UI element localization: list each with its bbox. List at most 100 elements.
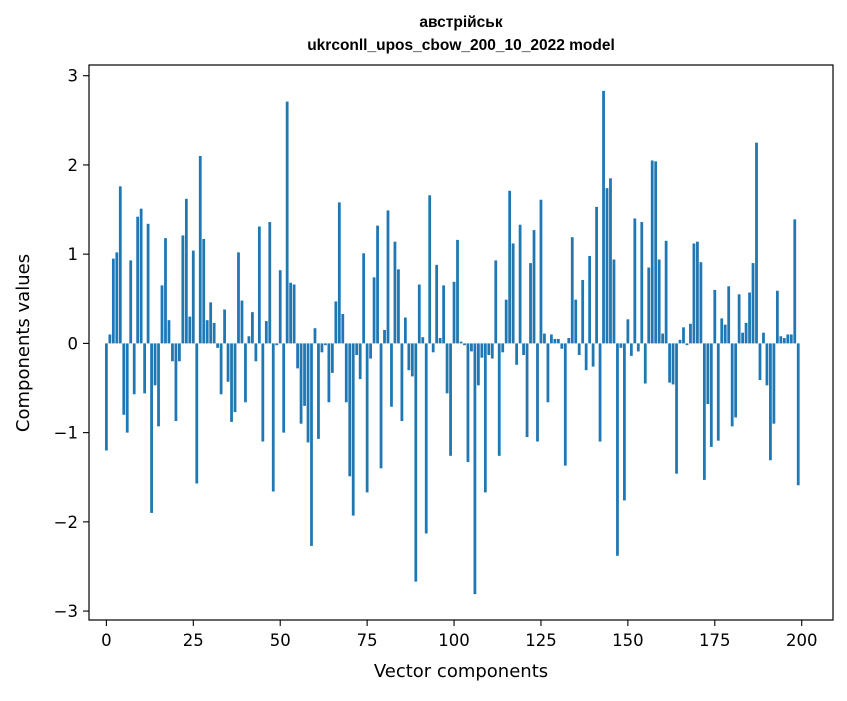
bar (730, 343, 734, 427)
bar (515, 343, 519, 365)
bar (264, 321, 268, 344)
bar (442, 285, 446, 344)
bar (275, 343, 279, 346)
bar (358, 343, 362, 380)
bar (386, 210, 390, 344)
bar (129, 260, 133, 344)
bar (595, 206, 598, 344)
bar (494, 260, 498, 344)
bar (682, 327, 685, 344)
bar (497, 343, 501, 456)
bar (390, 343, 393, 407)
bar (261, 343, 265, 442)
y-tick-label: −3 (54, 602, 78, 621)
bar (692, 243, 696, 344)
bar (167, 320, 171, 344)
bar (174, 343, 178, 422)
bar (737, 294, 741, 344)
bar (574, 299, 578, 344)
bar (282, 343, 286, 433)
bar (675, 343, 678, 474)
bar (748, 292, 751, 344)
bar (546, 343, 550, 403)
bar (755, 142, 758, 344)
bar (678, 339, 682, 344)
bar (577, 343, 581, 355)
bar (310, 343, 313, 546)
bar (543, 333, 546, 344)
bar (306, 343, 310, 443)
bar (685, 343, 689, 346)
x-tick-label: 125 (525, 631, 557, 650)
bar (550, 334, 553, 344)
bar (320, 343, 324, 353)
y-axis-label: Components values (13, 254, 34, 432)
bar (348, 343, 352, 477)
bar (654, 161, 658, 344)
bar (588, 255, 592, 344)
bar (153, 343, 157, 386)
y-tick-label: −1 (54, 424, 78, 443)
bar (581, 280, 585, 344)
bar (424, 343, 428, 534)
bar (247, 336, 251, 344)
chart-title-line-2: ukrconll_upos_cbow_200_10_2022 model (307, 37, 615, 54)
bar (160, 285, 164, 344)
bar (567, 338, 571, 344)
bar (696, 241, 699, 344)
bar (254, 343, 258, 362)
bar (431, 343, 435, 353)
bar (219, 343, 223, 395)
bar (643, 343, 647, 384)
bar (476, 343, 480, 386)
bar (403, 317, 407, 344)
x-tick-label: 0 (101, 631, 112, 650)
bar (181, 235, 185, 344)
bar (744, 322, 748, 344)
bar (407, 343, 411, 371)
bar (268, 222, 272, 344)
y-tick-label: −2 (54, 513, 78, 532)
y-tick-label: 3 (68, 67, 79, 86)
bar (657, 259, 661, 344)
bar (362, 253, 366, 344)
bar (257, 226, 261, 344)
bar (713, 289, 717, 344)
bar (285, 101, 289, 344)
bar (111, 258, 115, 344)
bar (324, 343, 327, 346)
bar (157, 343, 160, 427)
bar (626, 319, 630, 344)
y-axis-ticks: −3 −2 −1 0 1 2 3 (54, 67, 89, 621)
bar (400, 343, 404, 422)
bar (449, 343, 452, 456)
bar (139, 208, 143, 344)
bar (605, 188, 609, 344)
bar (240, 300, 244, 344)
bar (536, 343, 539, 442)
bar (483, 343, 487, 493)
x-tick-label: 150 (612, 631, 644, 650)
bar (334, 301, 338, 344)
bar (741, 332, 744, 344)
bar (428, 195, 432, 344)
bar (198, 156, 202, 344)
bar (487, 343, 491, 355)
bar (351, 343, 355, 516)
bar (452, 281, 456, 344)
bar (223, 309, 226, 344)
bar (591, 343, 595, 367)
bar (609, 178, 612, 344)
bar (330, 343, 334, 373)
bar (376, 225, 379, 344)
bar (299, 343, 303, 424)
bar (313, 328, 317, 344)
bar (237, 252, 240, 344)
bar (490, 343, 494, 359)
bar (765, 343, 769, 386)
bar (164, 238, 167, 344)
x-axis-ticks: 0 25 50 75 100 125 150 175 200 (101, 620, 817, 650)
bar (751, 263, 755, 344)
bar (414, 343, 418, 582)
